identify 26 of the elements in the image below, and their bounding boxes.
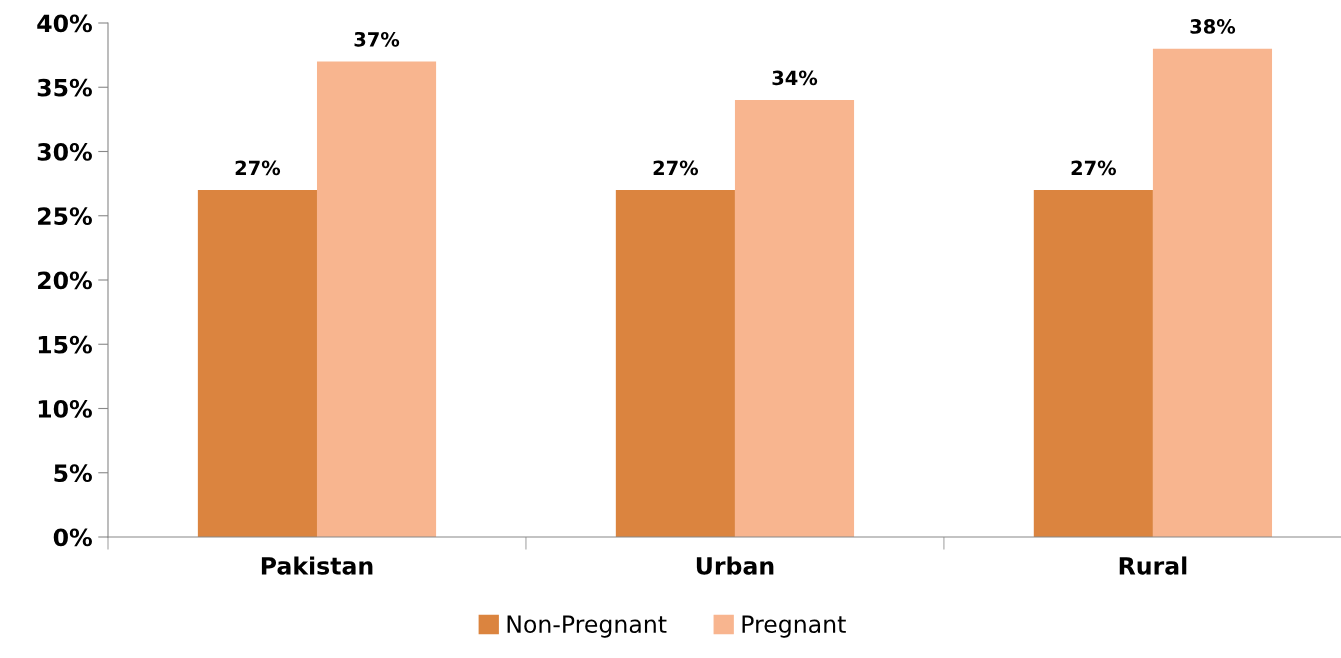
x-tick-label: Pakistan [261, 556, 373, 575]
data-label: 27% [1071, 160, 1117, 176]
data-label: 38% [1190, 19, 1236, 34]
data-label: 37% [354, 31, 400, 47]
x-tick-label: Urban [696, 556, 774, 575]
y-tick-label: 5% [54, 464, 92, 483]
x-tick-label: Rural [1119, 556, 1187, 575]
y-tick-label: 0% [53, 528, 92, 547]
data-label: 34% [772, 70, 818, 86]
y-tick-label: 30% [37, 142, 92, 161]
bar [316, 61, 437, 537]
y-tick-label: 15% [38, 335, 92, 354]
bar [734, 100, 855, 537]
legend-label: Pregnant [742, 615, 846, 638]
y-tick-label: 10% [38, 399, 92, 418]
bar [1152, 48, 1273, 537]
bar [197, 190, 317, 537]
y-tick-label: 40% [37, 14, 92, 33]
bar [615, 190, 735, 537]
y-tick-label: 20% [38, 271, 92, 290]
y-tick-label: 35% [37, 78, 92, 97]
legend-label: Non-Pregnant [507, 615, 667, 638]
data-label: 27% [653, 160, 699, 176]
data-label: 27% [235, 160, 281, 176]
y-tick-label: 25% [38, 207, 92, 226]
bar [1033, 190, 1153, 537]
